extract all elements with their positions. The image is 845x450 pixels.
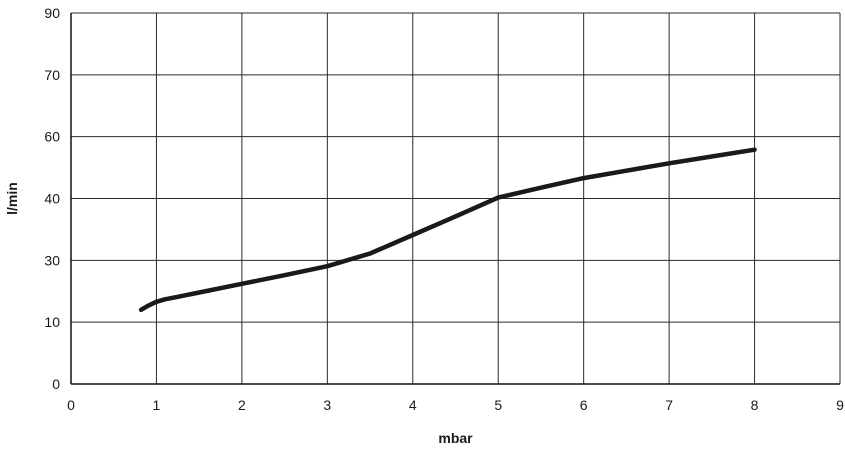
y-tick-label: 10 bbox=[44, 314, 60, 330]
x-tick-label: 9 bbox=[836, 397, 844, 413]
series-layer bbox=[138, 147, 757, 313]
grid-lines bbox=[70, 12, 841, 385]
x-tick-label: 5 bbox=[494, 397, 502, 413]
y-tick-label: 30 bbox=[44, 252, 60, 268]
x-tick-label: 7 bbox=[665, 397, 673, 413]
x-tick-label: 6 bbox=[580, 397, 588, 413]
x-tick-label: 1 bbox=[153, 397, 161, 413]
x-axis-title: mbar bbox=[438, 430, 473, 446]
y-tick-label: 90 bbox=[44, 5, 60, 21]
x-tick-label: 0 bbox=[67, 397, 75, 413]
y-axis-title: l/min bbox=[4, 182, 20, 215]
x-tick-label: 8 bbox=[751, 397, 759, 413]
y-tick-label: 0 bbox=[52, 376, 60, 392]
x-tick-label: 2 bbox=[238, 397, 246, 413]
y-axis-ticks: 0 10 30 40 60 70 90 bbox=[44, 5, 60, 392]
y-tick-label: 70 bbox=[44, 67, 60, 83]
series-line bbox=[138, 147, 757, 313]
y-tick-label: 60 bbox=[44, 129, 60, 145]
x-tick-label: 3 bbox=[323, 397, 331, 413]
y-tick-label: 40 bbox=[44, 191, 60, 207]
x-axis-ticks: 0 1 2 3 4 5 6 7 8 9 bbox=[67, 397, 844, 413]
x-tick-label: 4 bbox=[409, 397, 417, 413]
